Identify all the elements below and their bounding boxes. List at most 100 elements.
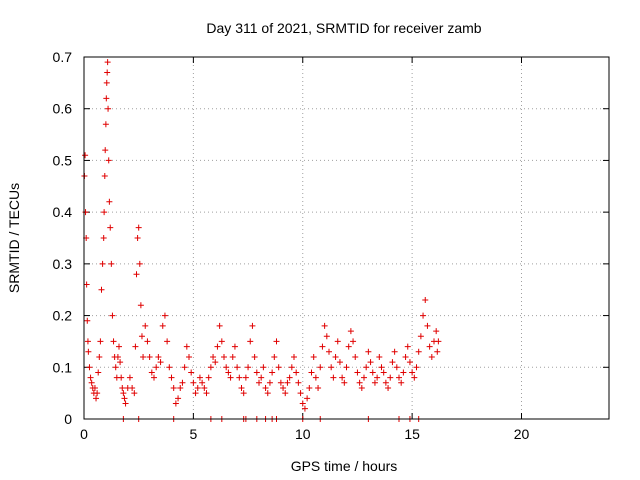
data-point: [82, 152, 89, 159]
data-point: [179, 379, 186, 386]
data-point: [122, 400, 129, 407]
data-point: [297, 390, 304, 397]
x-tick-label: 5: [189, 426, 197, 442]
data-point: [212, 359, 219, 366]
data-point: [374, 374, 381, 381]
data-point: [273, 338, 280, 345]
x-tick-label: 15: [404, 426, 420, 442]
data-point: [164, 338, 171, 345]
data-point: [112, 364, 119, 371]
chart-title: Day 311 of 2021, SRMTID for receiver zam…: [206, 20, 481, 36]
data-point: [101, 209, 108, 216]
data-point: [352, 353, 359, 360]
data-point: [109, 312, 116, 319]
plot-frame: [83, 56, 610, 420]
data-point: [134, 235, 141, 241]
data-point: [94, 390, 101, 397]
data-point: [358, 384, 365, 391]
data-point: [148, 369, 155, 376]
data-point: [380, 369, 387, 376]
y-axis-label: SRMTID / TECUs: [6, 183, 22, 293]
data-point: [218, 338, 225, 345]
data-point: [133, 271, 140, 278]
y-tick-label: 0.7: [53, 49, 73, 65]
data-point: [175, 395, 182, 402]
data-point: [121, 395, 128, 402]
data-point: [367, 359, 374, 366]
data-point: [356, 379, 363, 386]
data-point: [96, 353, 103, 360]
data-point: [301, 405, 308, 412]
data-point: [161, 312, 168, 319]
data-point: [102, 147, 109, 154]
data-point: [82, 209, 89, 216]
data-point: [310, 353, 317, 360]
data-point: [229, 353, 236, 360]
data-point: [87, 374, 94, 381]
data-point: [253, 369, 260, 376]
data-point: [365, 348, 372, 355]
data-point: [144, 338, 151, 345]
data-point: [135, 224, 142, 231]
data-point: [138, 333, 145, 340]
y-tick-label: 0.6: [53, 101, 73, 117]
data-point: [336, 359, 343, 366]
data-point: [258, 374, 265, 381]
data-point: [177, 384, 184, 391]
data-point: [100, 235, 107, 241]
y-tick-label: 0.2: [53, 308, 73, 324]
data-point: [86, 364, 93, 371]
data-point: [361, 374, 367, 381]
data-point: [391, 348, 398, 355]
data-point: [214, 343, 221, 350]
data-point: [251, 353, 258, 360]
data-point: [376, 353, 383, 360]
data-point: [93, 395, 100, 402]
data-point: [142, 322, 149, 329]
y-tick-label: 0.1: [53, 359, 73, 375]
data-point: [140, 353, 147, 360]
data-point: [88, 379, 95, 386]
data-point: [240, 390, 247, 397]
data-point: [221, 353, 227, 360]
data-point: [415, 348, 422, 355]
data-point: [435, 338, 442, 345]
data-point: [389, 359, 396, 366]
data-point: [428, 353, 435, 360]
data-point: [413, 364, 420, 371]
data-point: [227, 374, 234, 381]
data-point: [203, 390, 210, 397]
data-point: [409, 369, 416, 376]
data-point: [157, 359, 164, 366]
data-point: [201, 384, 208, 391]
x-axis-ticks: 0 5 10 15 20: [80, 57, 529, 442]
data-point: [411, 374, 418, 381]
data-point: [245, 364, 252, 371]
data-point: [249, 322, 256, 329]
data-point: [84, 317, 91, 324]
data-point: [404, 343, 411, 350]
data-point: [299, 400, 306, 407]
data-point: [216, 322, 223, 329]
data-point: [242, 374, 249, 381]
data-point: [95, 369, 102, 376]
data-point: [291, 353, 297, 360]
data-point: [417, 333, 424, 340]
data-point: [183, 343, 190, 350]
data-point: [159, 322, 166, 329]
data-point: [293, 369, 300, 376]
data-point: [280, 384, 287, 391]
data-point: [225, 369, 232, 376]
data-point: [402, 353, 409, 360]
data-point: [103, 95, 110, 102]
data-point: [153, 364, 160, 371]
data-point: [190, 379, 197, 386]
data-point: [339, 374, 346, 381]
data-point: [210, 353, 217, 360]
data-point: [116, 343, 122, 350]
data-point: [91, 384, 98, 391]
data-point: [350, 338, 357, 345]
data-point: [330, 374, 337, 381]
data-point: [199, 379, 206, 386]
data-point: [398, 379, 405, 386]
